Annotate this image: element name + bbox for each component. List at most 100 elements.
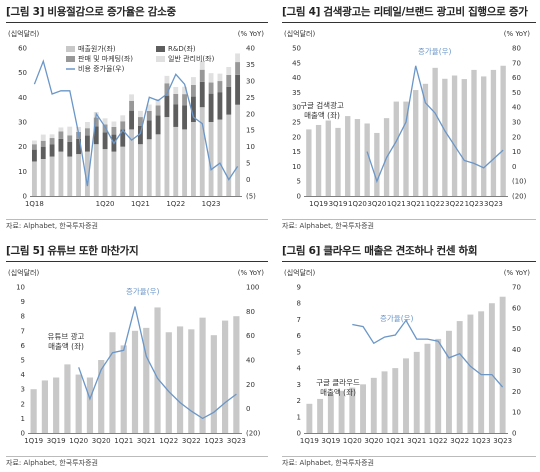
bar-segment [146,104,152,111]
right-tick-label: 30 [246,77,255,85]
right-tick-label: (20) [512,193,527,201]
bar [478,311,485,433]
bar-segment [40,146,46,159]
chart-panel-cost: [그림 3] 비용절감으로 증가율은 감소중 (십억달러) (% YoY) 0 10 2… [6,4,268,232]
bar-segment [182,129,188,196]
bar [354,119,361,196]
bar-segment [120,115,126,122]
bar [233,316,240,433]
right-tick-label: 0 [512,430,516,438]
x-tick-label: 1Q18 [25,200,44,208]
chart-panel-search: [그림 4] 검색광고는 리테일/브랜드 광고비 집행으로 증가 (십억달러)(… [282,4,536,232]
chart-panel-cloud: [그림 6] 클라우드 매출은 견조하나 컨센 하회 (십억달러) (% YoY)… [282,243,536,469]
x-tick-label: 3Q21 [137,437,156,445]
bar [461,79,467,196]
legend-label: R&D(좌) [168,44,196,53]
x-tick-label: 3Q19 [329,200,348,208]
bar [403,101,409,196]
bar [403,358,409,433]
bar [500,65,506,196]
bar-segment [155,105,161,116]
bar-segment [120,146,126,196]
bar [370,377,377,433]
bar-segment [58,138,64,152]
legend-label: 매출원가(좌) [78,44,116,53]
bar [109,332,116,433]
bar-segment [49,138,55,145]
x-tick-label: 3Q20 [364,437,383,445]
bar [327,394,334,433]
chart-source: 자료: Alphabet, 한국투자증권 [6,459,98,467]
bar-segment [137,144,143,196]
bar-segment [217,119,223,196]
bar [360,384,367,433]
bar [471,69,477,196]
bar-segment [137,117,143,126]
bar [222,320,229,433]
bar [53,377,60,433]
right-tick-label: (20) [246,430,261,438]
bar-segment [31,144,37,150]
bar [413,90,419,196]
x-tick-label: 1Q23 [465,200,484,208]
bar-segment [199,61,205,70]
bar-segment [111,121,117,127]
left-tick-label: 0 [21,430,25,438]
bar-segment [199,107,205,196]
right-tick-label: 10 [512,148,521,156]
legend-label: 비용 증가율(우) [78,64,125,73]
x-tick-label: 1Q20 [96,200,115,208]
bar-segment [217,73,223,82]
bar [199,317,206,433]
bar-segment [31,161,37,196]
bar [424,343,431,433]
bar-segment [173,104,179,127]
chart-svg: (십억달러) (% YoY) 0 5 10 15 20 25 30 35 40 45 50 (20) (10… [284,29,530,208]
bar-segment [146,110,152,121]
left-tick-label: 3 [21,386,25,394]
bar-segment [111,151,117,196]
left-tick-label: 5 [297,348,301,356]
left-tick-label: 50 [292,45,301,53]
x-tick-label: 3Q23 [493,437,512,445]
bar-segment [190,122,196,196]
bar [345,116,351,196]
right-tick-label: 80 [246,308,255,316]
bar-segment [199,69,205,82]
right-tick-label: 0 [512,163,516,171]
x-tick-label: 3Q20 [92,437,111,445]
right-tick-label: 5 [246,160,250,168]
right-tick-label: (5) [246,193,256,201]
x-tick-label: 1Q21 [131,200,150,208]
bar-segment [93,144,99,196]
bar-segment [208,73,214,83]
left-tick-label: 25 [292,119,301,127]
x-tick-label: 3Q22 [450,437,469,445]
bar-segment [235,74,241,105]
bar-segment [67,135,73,142]
right-tick-label: 25 [246,94,255,102]
legend-label: 일반 관리비(좌) [168,54,215,63]
title-underline [6,261,268,262]
bar [64,364,71,433]
bar-segment [67,141,73,157]
line-series-label: 증가율(우) [418,47,452,56]
bar-segment [129,94,135,101]
source-divider [282,219,536,220]
bar [381,371,388,433]
bar [315,124,322,196]
left-axis-unit: (십억달러) [8,268,39,277]
bar [392,368,399,433]
right-axis-unit: (% YoY) [238,30,265,38]
growth-line [78,306,237,420]
title-underline [282,22,536,23]
left-tick-label: 3 [297,381,301,389]
legend-swatch [156,46,165,52]
left-tick-label: 20 [292,133,301,141]
x-tick-label: 1Q22 [429,437,448,445]
x-tick-label: 1Q23 [472,437,491,445]
source-divider [6,219,268,220]
left-tick-label: 0 [297,193,301,201]
bar [413,351,420,433]
bar-segment [31,140,37,145]
